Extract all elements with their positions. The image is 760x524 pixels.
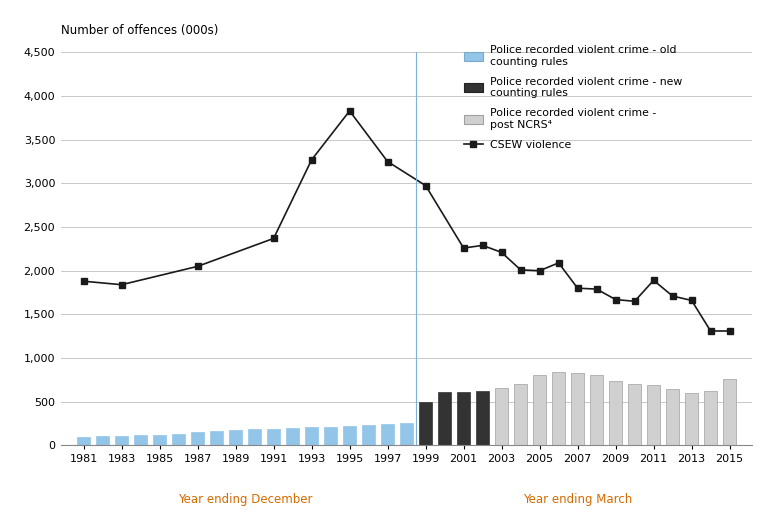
Bar	[667, 389, 679, 445]
Bar	[648, 385, 660, 445]
Bar	[534, 375, 546, 445]
Bar	[439, 392, 451, 445]
Bar	[78, 436, 90, 445]
Bar	[363, 425, 375, 445]
Bar	[344, 425, 356, 445]
Bar	[515, 384, 527, 445]
Bar	[705, 391, 717, 445]
Bar	[420, 402, 432, 445]
Bar	[268, 429, 280, 445]
Text: Number of offences (000s): Number of offences (000s)	[61, 24, 218, 37]
Legend: Police recorded violent crime - old
counting rules, Police recorded violent crim: Police recorded violent crime - old coun…	[461, 42, 686, 153]
Text: Year ending March: Year ending March	[523, 493, 632, 506]
Bar	[230, 430, 242, 445]
Bar	[135, 435, 147, 445]
Bar	[116, 436, 128, 445]
Bar	[610, 381, 622, 445]
Bar	[249, 429, 261, 445]
Bar	[629, 384, 641, 445]
Bar	[325, 427, 337, 445]
Bar	[154, 435, 166, 445]
Text: Year ending December: Year ending December	[178, 493, 312, 506]
Bar	[401, 423, 413, 445]
Bar	[306, 427, 318, 445]
Bar	[477, 391, 489, 445]
Bar	[458, 392, 470, 445]
Bar	[572, 373, 584, 445]
Bar	[686, 394, 698, 445]
Bar	[173, 434, 185, 445]
Bar	[382, 424, 394, 445]
Bar	[591, 375, 603, 445]
Bar	[97, 436, 109, 445]
Bar	[211, 431, 223, 445]
Bar	[496, 388, 508, 445]
Bar	[287, 428, 299, 445]
Bar	[724, 379, 736, 445]
Bar	[553, 373, 565, 445]
Bar	[192, 432, 204, 445]
